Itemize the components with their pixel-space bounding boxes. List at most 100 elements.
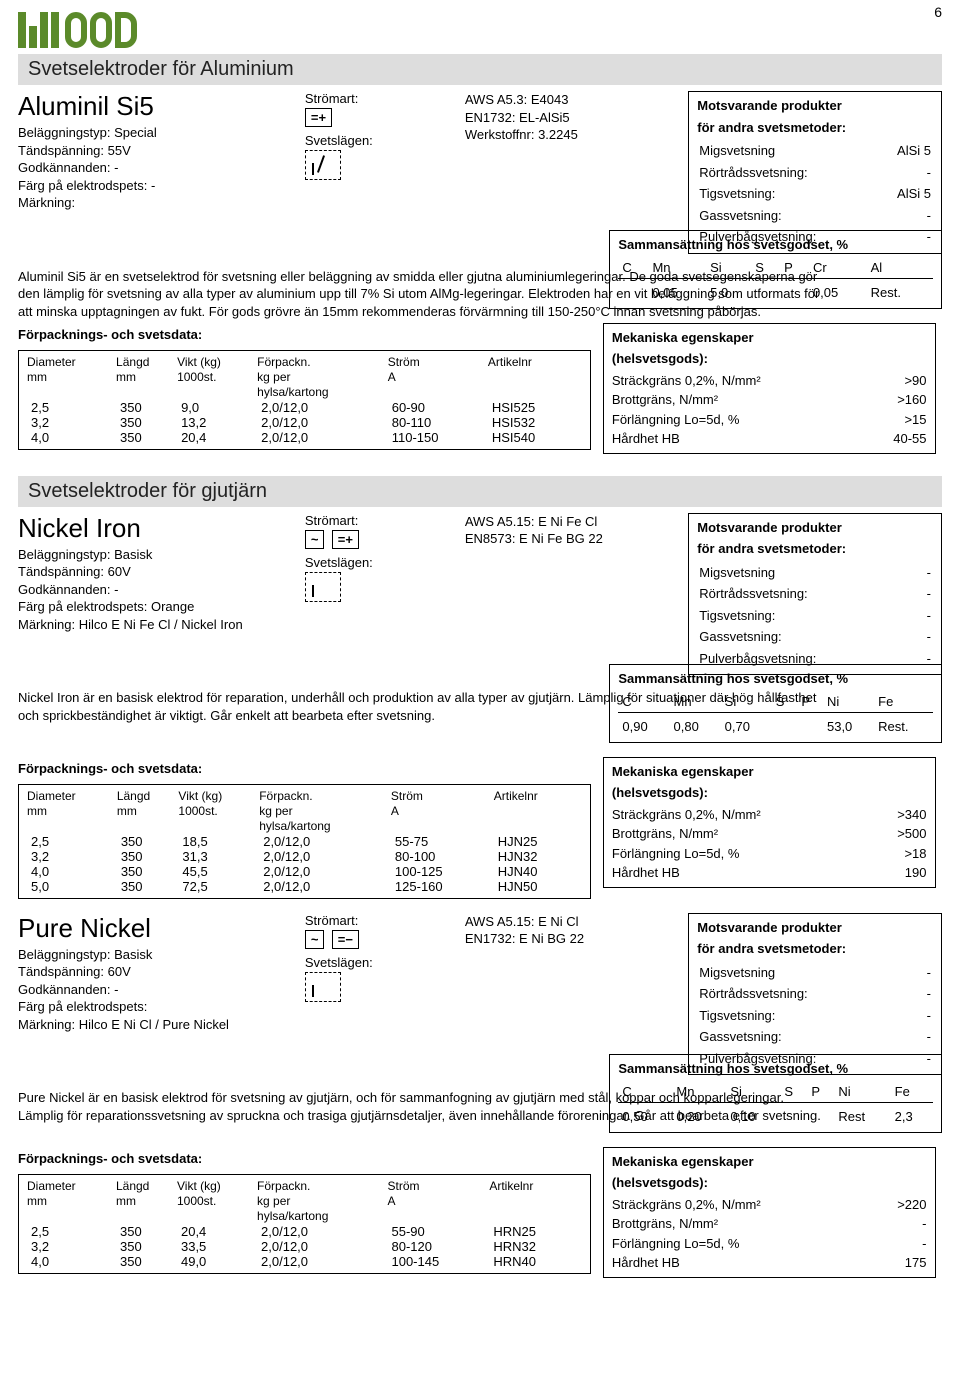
meta: Märkning: — [18, 194, 293, 212]
meta: Färg på elektrodspets: Orange — [18, 598, 293, 616]
pack-table: DiameterLängdVikt (kg)Förpackn.StrömArti… — [27, 1179, 582, 1269]
val: - — [923, 1006, 931, 1026]
val: - — [879, 206, 931, 226]
pack-title: Förpacknings- och svetsdata: — [18, 1151, 591, 1166]
meta: Beläggningstyp: Special — [18, 124, 293, 142]
comp-title: Sammansättning hos svetsgodset, % — [618, 235, 933, 255]
polarity-icon: =+ — [332, 530, 359, 549]
meta: Godkännanden: - — [18, 159, 293, 177]
val: - — [923, 606, 931, 626]
mech-sub: (helsvetsgods): — [612, 349, 927, 369]
pack-title: Förpacknings- och svetsdata: — [18, 761, 591, 776]
lbl: Gassvetsning: — [699, 1027, 921, 1047]
comp-title: Sammansättning hos svetsgodset, % — [618, 1059, 933, 1079]
mots-title2: för andra svetsmetoder: — [697, 939, 933, 959]
stromart-label: Strömart: — [305, 91, 453, 106]
meta: Godkännanden: - — [18, 581, 293, 599]
mots-box: Motsvarande produkter för andra svetsmet… — [688, 91, 942, 254]
lbl: Migsvetsning — [699, 563, 921, 583]
meta: Tändspänning: 55V — [18, 142, 293, 160]
mots-title: Motsvarande produkter — [697, 918, 933, 938]
page-number: 6 — [934, 4, 942, 20]
mech-table: Sträckgräns 0,2%, N/mm²>340Brottgräns, N… — [612, 805, 927, 883]
standard: EN8573: E Ni Fe BG 22 — [465, 530, 676, 548]
standard: Werkstoffnr: 3.2245 — [465, 126, 676, 144]
svetslagen-label: Svetslägen: — [305, 133, 453, 148]
meta: Tändspänning: 60V — [18, 563, 293, 581]
svetslagen-label: Svetslägen: — [305, 955, 453, 970]
meta: Märkning: Hilco E Ni Fe Cl / Nickel Iron — [18, 616, 293, 634]
product-aluminil: Aluminil Si5 Beläggningstyp: Special Tän… — [18, 91, 942, 462]
val: - — [923, 963, 931, 983]
product-pure-nickel: Pure Nickel Beläggningstyp: Basisk Tänds… — [18, 913, 942, 1286]
val: - — [923, 627, 931, 647]
meta: Beläggningstyp: Basisk — [18, 546, 293, 564]
mech-sub: (helsvetsgods): — [612, 1173, 927, 1193]
standard: EN1732: EL-AlSi5 — [465, 109, 676, 127]
mech-table: Sträckgräns 0,2%, N/mm²>90Brottgräns, N/… — [612, 371, 927, 449]
mots-title: Motsvarande produkter — [697, 96, 933, 116]
comp-table: CMnSiSPNiFe0,900,800,7053,0Rest. — [618, 691, 933, 738]
pack-table: DiameterLängdVikt (kg)Förpackn.StrömArti… — [27, 789, 582, 894]
val: - — [879, 163, 931, 183]
lbl: Migsvetsning — [699, 141, 877, 161]
product-name: Pure Nickel — [18, 913, 293, 944]
mech-title: Mekaniska egenskaper — [612, 762, 927, 782]
val: AlSi 5 — [879, 141, 931, 161]
mots-title2: för andra svetsmetoder: — [697, 118, 933, 138]
mech-table: Sträckgräns 0,2%, N/mm²>220Brottgräns, N… — [612, 1195, 927, 1273]
pack-table: DiameterLängdVikt (kg)Förpackn.StrömArti… — [27, 355, 582, 445]
mech-box: Mekaniska egenskaper (helsvetsgods): Str… — [603, 1147, 936, 1278]
svetslagen-label: Svetslägen: — [305, 555, 453, 570]
mech-box: Mekaniska egenskaper (helsvetsgods): Str… — [603, 757, 936, 888]
meta: Märkning: Hilco E Ni Cl / Pure Nickel — [18, 1016, 293, 1034]
comp-table: CMnSiSPNiFe0,500,200,10Rest2,3 — [618, 1081, 933, 1128]
ac-icon: ~ — [305, 530, 325, 549]
comp-box: Sammansättning hos svetsgodset, % CMnSiS… — [609, 230, 942, 309]
section-title-gjutjarn: Svetselektroder för gjutjärn — [18, 476, 942, 507]
position-icon — [305, 572, 341, 602]
comp-box: Sammansättning hos svetsgodset, % CMnSiS… — [609, 1054, 942, 1133]
lbl: Rörtrådssvetsning: — [699, 584, 921, 604]
meta: Tändspänning: 60V — [18, 963, 293, 981]
comp-title: Sammansättning hos svetsgodset, % — [618, 669, 933, 689]
stromart-label: Strömart: — [305, 513, 453, 528]
stromart-label: Strömart: — [305, 913, 453, 928]
meta: Godkännanden: - — [18, 981, 293, 999]
mech-title: Mekaniska egenskaper — [612, 1152, 927, 1172]
lbl: Gassvetsning: — [699, 206, 877, 226]
standard: EN1732: E Ni BG 22 — [465, 930, 676, 948]
meta: Beläggningstyp: Basisk — [18, 946, 293, 964]
logo — [18, 12, 942, 48]
val: - — [923, 984, 931, 1004]
section-title-aluminium: Svetselektroder för Aluminium — [18, 54, 942, 85]
val: AlSi 5 — [879, 184, 931, 204]
mots-box: Motsvarande produkter för andra svetsmet… — [688, 513, 942, 676]
lbl: Migsvetsning — [699, 963, 921, 983]
lbl: Rörtrådssvetsning: — [699, 984, 921, 1004]
pack-title: Förpacknings- och svetsdata: — [18, 327, 591, 342]
val: - — [923, 1027, 931, 1047]
lbl: Tigsvetsning: — [699, 1006, 921, 1026]
val: - — [923, 563, 931, 583]
position-icon — [305, 972, 341, 1002]
ac-icon: ~ — [305, 930, 325, 949]
mots-title: Motsvarande produkter — [697, 518, 933, 538]
lbl: Tigsvetsning: — [699, 184, 877, 204]
lbl: Gassvetsning: — [699, 627, 921, 647]
comp-box: Sammansättning hos svetsgodset, % CMnSiS… — [609, 664, 942, 743]
product-name: Nickel Iron — [18, 513, 293, 544]
product-name: Aluminil Si5 — [18, 91, 293, 122]
standard: AWS A5.15: E Ni Fe Cl — [465, 513, 676, 531]
mots-box: Motsvarande produkter för andra svetsmet… — [688, 913, 942, 1076]
meta: Färg på elektrodspets: — [18, 998, 293, 1016]
mech-sub: (helsvetsgods): — [612, 783, 927, 803]
standard: AWS A5.3: E4043 — [465, 91, 676, 109]
mots-title2: för andra svetsmetoder: — [697, 539, 933, 559]
polarity-icon: =− — [332, 930, 359, 949]
mech-title: Mekaniska egenskaper — [612, 328, 927, 348]
position-icon — [305, 150, 341, 180]
comp-table: CMnSiSPCrAl0,055,00,05Rest. — [618, 257, 933, 304]
product-nickel-iron: Nickel Iron Beläggningstyp: Basisk Tänds… — [18, 513, 942, 899]
lbl: Tigsvetsning: — [699, 606, 921, 626]
